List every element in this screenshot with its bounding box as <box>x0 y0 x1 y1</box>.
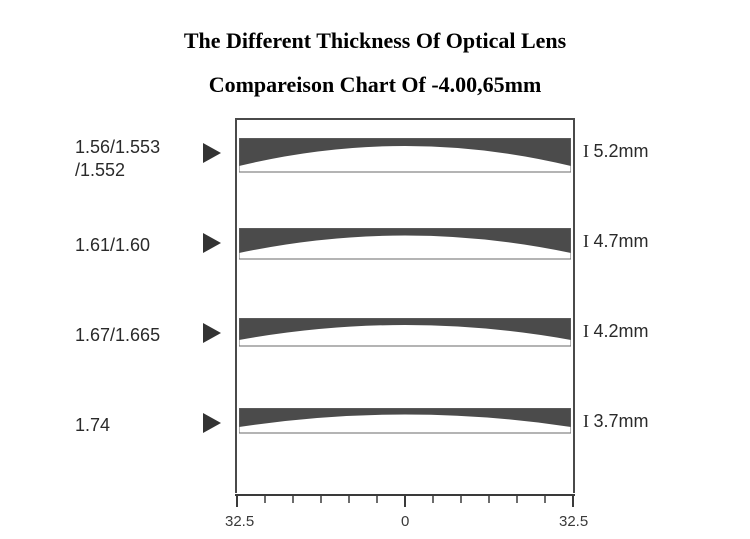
axis-tick-label-left: 32.5 <box>225 513 254 530</box>
pointer-arrow-icon <box>203 323 221 343</box>
lens-profile <box>239 138 571 178</box>
bracket-icon: I <box>583 231 594 251</box>
pointer-arrow-icon <box>203 233 221 253</box>
lens-row: 1.74 I 3.7mm <box>55 408 695 498</box>
axis-tick-label-center: 0 <box>401 513 409 530</box>
lens-profile <box>239 318 571 354</box>
axis-tick-label-right: 32.5 <box>559 513 588 530</box>
lens-profile <box>239 228 571 266</box>
pointer-arrow-icon <box>203 413 221 433</box>
pointer-arrow-icon <box>203 143 221 163</box>
thickness-label: I 5.2mm <box>583 141 649 162</box>
lens-comparison-chart: 1.56/1.553 /1.552 I 5.2mm 1.61/1.60 I 4.… <box>55 118 695 538</box>
bracket-icon: I <box>583 411 594 431</box>
thickness-label: I 4.2mm <box>583 321 649 342</box>
page-title: The Different Thickness Of Optical Lens <box>0 0 750 54</box>
bracket-icon: I <box>583 141 594 161</box>
lens-profile <box>239 408 571 442</box>
bracket-icon: I <box>583 321 594 341</box>
thickness-label: I 4.7mm <box>583 231 649 252</box>
lens-row: 1.67/1.665 I 4.2mm <box>55 318 695 408</box>
lens-row: 1.61/1.60 I 4.7mm <box>55 228 695 318</box>
lens-row: 1.56/1.553 /1.552 I 5.2mm <box>55 138 695 228</box>
page-subtitle: Compareison Chart Of -4.00,65mm <box>0 72 750 98</box>
thickness-label: I 3.7mm <box>583 411 649 432</box>
